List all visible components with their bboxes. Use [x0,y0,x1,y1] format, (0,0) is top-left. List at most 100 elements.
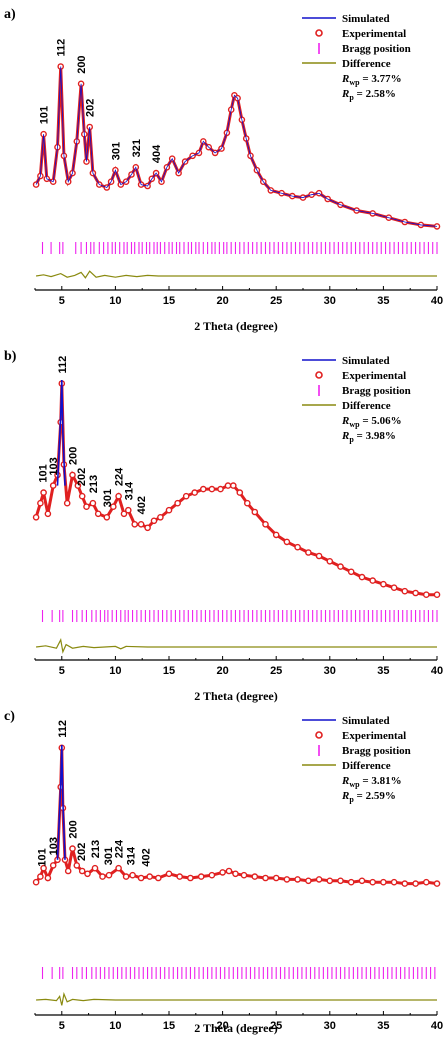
peak-label-314: 314 [125,846,137,865]
peak-label-404: 404 [151,144,163,163]
experimental-point [44,510,52,518]
experimental-point [74,482,82,489]
simulated-series-line [56,744,66,860]
experimental-point [433,880,441,887]
legend-rwp-value: Rwp = 5.06% [341,415,402,429]
experimental-point [174,499,181,507]
experimental-point [32,514,40,521]
peak-label-402: 402 [140,848,152,866]
experimental-point [224,482,232,489]
peak-label-112: 112 [57,720,69,738]
peak-label-101: 101 [39,106,51,124]
experimental-point [315,876,323,883]
difference-series-line [35,270,437,279]
experimental-point [243,499,251,507]
x-tick-label: 25 [270,665,282,677]
x-axis-label: 2 Theta (degree) [194,1021,278,1035]
legend-difference-label: Difference [342,58,391,70]
legend-experimental-label: Experimental [342,370,406,382]
experimental-point [176,873,183,880]
peak-label-213: 213 [90,840,102,858]
experimental-point [208,871,216,879]
legend-experimental-label: Experimental [342,730,406,742]
experimental-point [240,871,248,879]
legend: Simulated Experimental Bragg position Diffe… [302,715,411,804]
peak-label-200: 200 [76,55,88,73]
experimental-point [369,577,377,584]
experimental-point [137,521,145,528]
experimental-point [283,538,291,546]
x-tick-label: 5 [59,665,65,677]
experimental-point [433,591,441,599]
experimental-point [225,867,233,875]
legend-bragg-label: Bragg position [342,43,411,55]
bragg-position-ticks [41,242,438,254]
x-tick-label: 5 [59,295,65,307]
peak-label-301: 301 [110,142,122,160]
experimental-point [120,510,128,518]
experimental-point [315,552,323,560]
peak-label-200: 200 [68,447,80,465]
experimental-point [63,499,71,507]
experimental-point [122,873,130,880]
x-tick-label: 15 [163,295,175,307]
experimental-point [422,878,430,886]
x-tick-label: 20 [216,665,228,677]
experimental-point [165,506,173,514]
experimental-point [37,499,44,507]
peak-label-224: 224 [114,839,126,858]
x-tick-label: 30 [324,295,336,307]
experimental-point [40,489,47,496]
experimental-point [401,880,409,887]
peak-label-224: 224 [114,467,126,486]
bragg-position-ticks [41,610,438,622]
experimental-point [129,871,136,879]
experimental-point [84,870,91,878]
peak-label-402: 402 [136,496,148,514]
legend-experimental-swatch [315,371,323,379]
legend-bragg-label: Bragg position [342,745,411,757]
x-tick-label: 40 [431,665,443,677]
simulated-series-line [35,66,438,227]
panel-a: a) 101 112 200 202 301 321 404 5 10 15 20 25 30 35 40 2 … [4,7,443,333]
experimental-point [78,867,86,875]
legend-experimental-swatch [315,731,323,739]
peak-label-321: 321 [131,139,143,157]
experimental-point [262,874,269,882]
experimental-point [146,873,153,880]
peak-label-213: 213 [88,475,100,493]
peak-label-301: 301 [103,847,115,865]
x-tick-label: 15 [163,665,175,677]
experimental-point [83,503,90,511]
experimental-point [144,524,151,532]
experimental-point [64,867,72,875]
experimental-point [337,563,344,570]
peak-label-200: 200 [68,820,80,838]
legend-rp-value: Rp = 3.98% [341,430,396,444]
peak-label-314: 314 [123,481,135,500]
experimental-point [294,876,301,883]
experimental-point [208,485,216,493]
experimental-point [32,878,40,886]
x-tick-label: 20 [216,295,228,307]
experimental-point [358,573,366,581]
experimental-point [110,503,117,511]
experimental-point [165,870,173,878]
x-axis-label: 2 Theta (degree) [194,689,278,703]
x-tick-label: 40 [431,1020,443,1032]
x-axis-label: 2 Theta (degree) [194,319,278,333]
legend-bragg-label: Bragg position [342,385,411,397]
x-tick-label: 25 [270,1020,282,1032]
peak-label-202: 202 [85,99,97,117]
experimental-point [105,871,113,879]
x-tick-label: 20 [216,1020,228,1032]
legend-rp-value: Rp = 2.59% [341,790,396,804]
experimental-point [347,878,355,886]
experimental-point [262,521,269,528]
experimental-point [37,873,44,880]
experimental-point [229,482,237,489]
legend-rwp-value: Rwp = 3.77% [341,73,402,87]
legend-difference-label: Difference [342,760,391,772]
